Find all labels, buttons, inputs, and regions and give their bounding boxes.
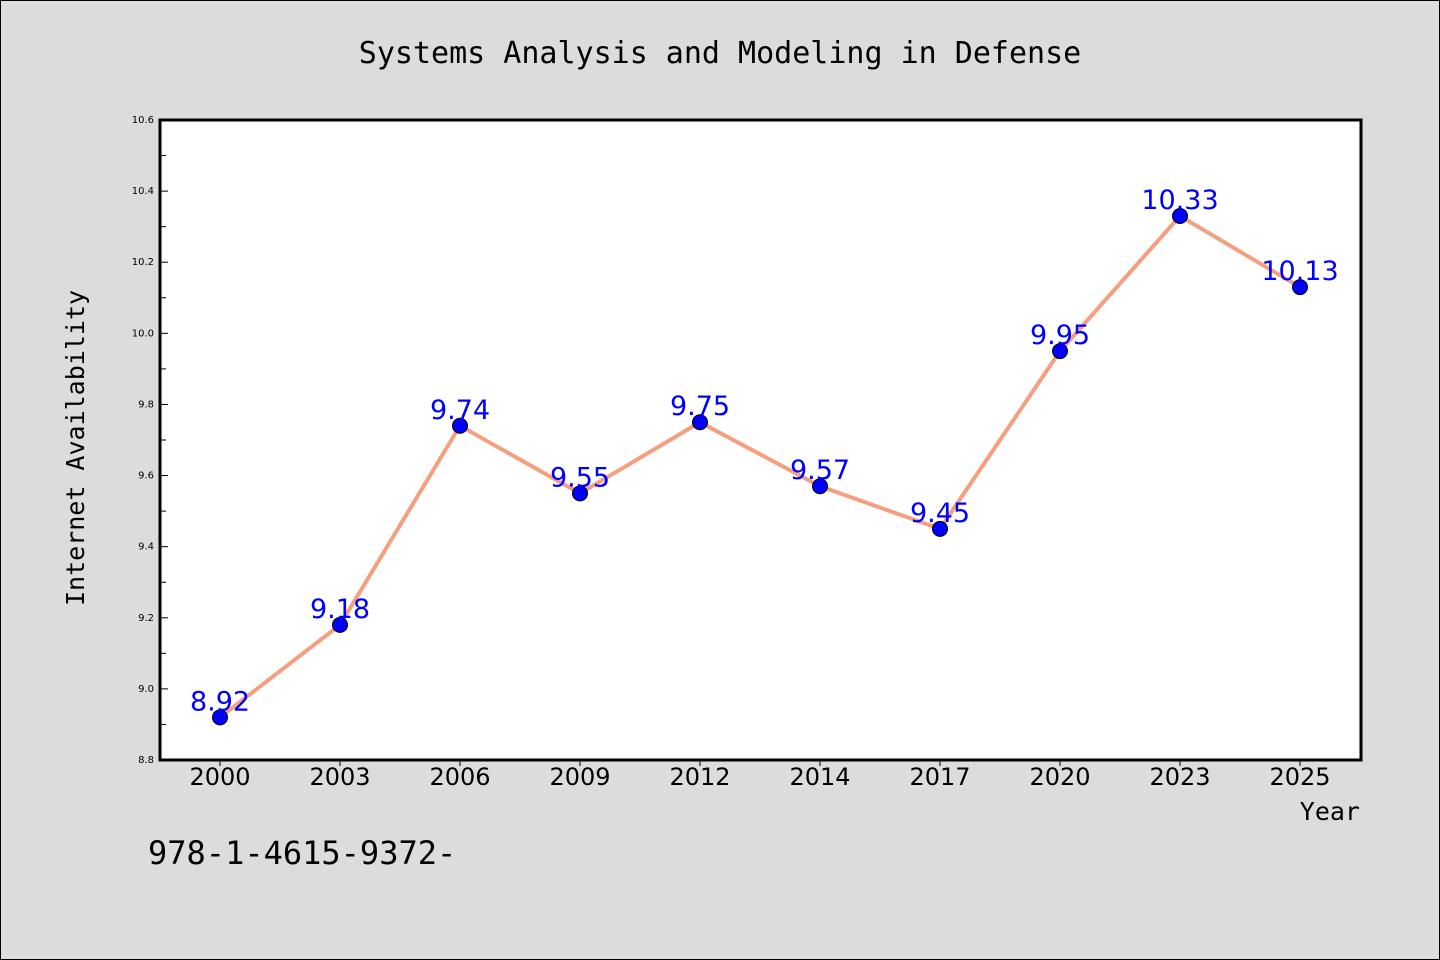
data-point-marker (212, 709, 228, 726)
data-value-label: 9.18 (310, 594, 370, 625)
data-point-marker (812, 478, 828, 495)
y-tick-label: 10.2 (132, 257, 154, 268)
series-line (218, 214, 1302, 720)
y-tick-label: 10.0 (132, 328, 154, 339)
data-value-label: 10.33 (1141, 185, 1218, 216)
y-axis-label: Internet Availability (61, 290, 90, 606)
data-value-label: 10.13 (1261, 256, 1338, 287)
y-tick-label: 9.6 (138, 471, 154, 482)
y-tick-label: 9.8 (138, 399, 154, 410)
x-tick-label: 2014 (789, 763, 850, 791)
data-value-label: 9.74 (430, 395, 490, 426)
data-point-marker (1172, 208, 1188, 224)
y-tick-label: 8.8 (138, 755, 154, 766)
x-tick-label: 2009 (549, 763, 610, 791)
y-tick-label: 10.4 (132, 186, 154, 197)
data-point-marker (332, 616, 348, 633)
data-label-layer: 8.92 9.18 9.74 9.55 9.75 9.57 9.45 9.95 10.33 10.… (190, 185, 1339, 717)
footer-isbn-text: 978-1-4615-9372- (148, 834, 456, 872)
plot-area (160, 120, 1361, 760)
x-tick-label: 2012 (669, 763, 730, 791)
x-tick-label: 2006 (429, 763, 490, 791)
data-point-marker (1292, 279, 1308, 296)
y-tick-label: 10.6 (132, 115, 154, 126)
x-tick-label: 2003 (309, 763, 370, 791)
y-tick-label: 9.4 (138, 542, 154, 553)
x-axis-ticks: 2000 2003 2006 2009 2012 2014 2017 2020 2023 2025 (189, 760, 1331, 791)
data-point-marker (1052, 343, 1068, 360)
data-point-marker (572, 485, 588, 502)
data-point-marker (692, 414, 708, 431)
x-tick-label: 2025 (1269, 763, 1330, 791)
x-tick-label: 2020 (1029, 763, 1090, 791)
x-axis-label: Year (1300, 797, 1360, 826)
data-value-label: 9.95 (1030, 320, 1090, 351)
data-point-marker (932, 520, 948, 537)
x-tick-label: 2023 (1149, 763, 1210, 791)
data-value-label: 9.57 (790, 455, 850, 486)
data-point-marker (452, 417, 468, 434)
y-tick-label: 9.0 (138, 684, 154, 695)
data-value-label: 9.55 (550, 462, 610, 493)
series-layer (212, 208, 1308, 726)
chart-title: Systems Analysis and Modeling in Defense (359, 36, 1081, 71)
y-tick-label: 9.2 (138, 613, 154, 624)
data-value-label: 9.75 (670, 391, 730, 422)
data-value-label: 9.45 (910, 498, 970, 529)
x-tick-label: 2000 (189, 763, 250, 791)
data-value-label: 8.92 (190, 686, 250, 717)
x-tick-label: 2017 (909, 763, 970, 791)
plot-border (158, 118, 1363, 762)
